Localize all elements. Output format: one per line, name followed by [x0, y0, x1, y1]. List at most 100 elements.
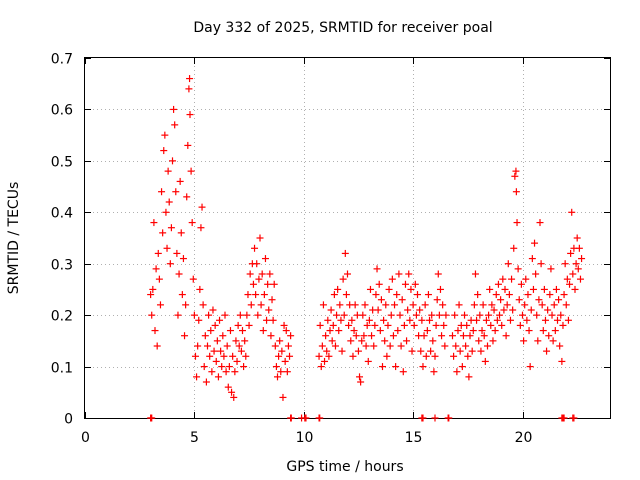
data-point: [439, 301, 447, 309]
data-point: [324, 316, 332, 324]
data-point: [540, 285, 548, 293]
data-point: [535, 296, 543, 304]
data-point: [368, 332, 376, 340]
data-point: [252, 291, 260, 299]
data-point: [232, 337, 240, 345]
data-point: [169, 157, 176, 165]
data-point: [394, 327, 402, 335]
data-point: [514, 265, 522, 273]
data-point: [505, 291, 513, 299]
data-point: [268, 296, 276, 304]
data-point: [382, 301, 390, 309]
axis-ticks: [85, 58, 610, 419]
data-point: [179, 255, 187, 263]
data-point: [222, 368, 230, 376]
data-point: [478, 327, 486, 335]
data-point: [186, 75, 194, 83]
data-point: [212, 357, 220, 365]
data-point: [249, 280, 257, 288]
data-point: [228, 388, 236, 396]
data-point: [458, 363, 466, 371]
data-point: [317, 363, 325, 371]
data-point: [286, 352, 294, 360]
data-point: [484, 342, 491, 350]
data-point: [243, 311, 251, 319]
x-tick-label: 10: [296, 430, 314, 446]
data-point: [229, 352, 237, 360]
data-point: [270, 280, 278, 288]
data-point: [498, 321, 506, 329]
data-point: [373, 265, 381, 273]
data-point: [259, 327, 267, 335]
data-point: [242, 352, 250, 360]
data-point: [423, 327, 431, 335]
data-point: [178, 291, 186, 299]
data-point: [393, 291, 401, 299]
data-point: [572, 260, 580, 268]
data-point: [465, 373, 473, 381]
data-point: [254, 311, 262, 319]
y-tick-label: 0.5: [51, 155, 73, 171]
data-point: [331, 342, 339, 350]
data-point: [427, 347, 435, 355]
data-point: [363, 321, 371, 329]
data-point: [330, 291, 338, 299]
data-point: [434, 270, 442, 278]
data-point: [405, 270, 413, 278]
data-point: [167, 224, 175, 232]
data-point: [416, 306, 424, 314]
y-tick-label: 0.4: [51, 206, 73, 222]
data-point: [531, 239, 539, 247]
data-point: [485, 311, 493, 319]
data-point: [550, 301, 558, 309]
data-point: [561, 260, 569, 268]
data-point: [158, 188, 166, 196]
data-point: [493, 316, 501, 324]
data-point: [470, 301, 478, 309]
chart-title: Day 332 of 2025, SRMTID for receiver poa…: [193, 20, 492, 36]
data-point: [318, 342, 326, 350]
data-point: [541, 316, 549, 324]
data-point: [280, 321, 288, 329]
data-point: [576, 275, 584, 283]
data-point: [350, 327, 358, 335]
data-point: [283, 368, 291, 376]
data-point: [409, 301, 417, 309]
data-point: [210, 347, 218, 355]
data-point: [502, 332, 510, 340]
data-point: [354, 347, 362, 355]
data-point: [389, 332, 397, 340]
tick-labels: 0 5 10 15 20 0 0.1 0.2 0.3 0.4 0.5 0.6 0.7: [51, 52, 533, 447]
data-point: [417, 347, 425, 355]
data-point: [351, 301, 359, 309]
data-point: [164, 167, 172, 175]
data-point: [165, 198, 173, 206]
data-point: [537, 260, 545, 268]
data-point: [388, 275, 396, 283]
data-point: [508, 275, 516, 283]
data-point: [269, 316, 277, 324]
data-point: [440, 321, 448, 329]
data-point: [184, 141, 192, 149]
data-point: [521, 301, 529, 309]
data-point: [441, 342, 449, 350]
data-point: [419, 414, 427, 422]
data-point: [383, 352, 391, 360]
data-point: [414, 291, 421, 299]
data-point: [451, 311, 459, 319]
data-point: [244, 291, 252, 299]
data-point: [506, 316, 514, 324]
data-point: [515, 296, 523, 304]
data-point: [316, 321, 324, 329]
data-point: [549, 337, 557, 345]
data-point: [453, 368, 461, 376]
data-point: [401, 280, 409, 288]
data-point: [488, 301, 496, 309]
data-point: [573, 234, 581, 242]
data-point: [251, 244, 259, 252]
data-point: [206, 352, 214, 360]
data-point: [428, 311, 436, 319]
data-point: [456, 347, 464, 355]
data-point: [181, 332, 189, 340]
data-point: [525, 327, 533, 335]
